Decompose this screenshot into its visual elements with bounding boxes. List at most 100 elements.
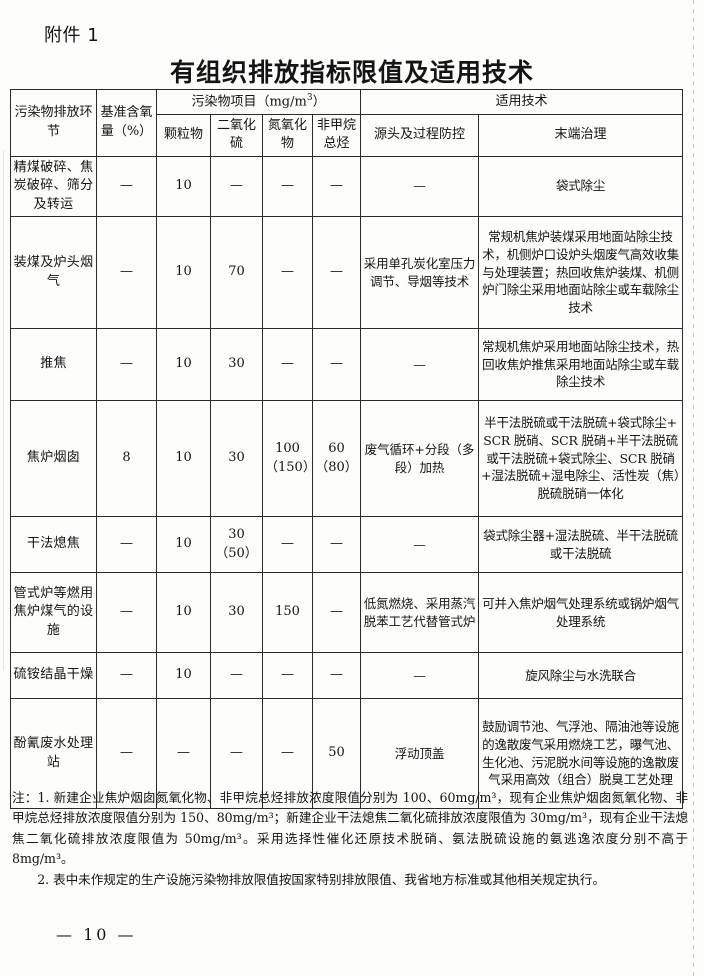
cell-nox-value: —	[281, 356, 294, 372]
table-row: 精煤破碎、焦炭破碎、筛分及转运 — 10 — — — — 袋式除尘	[10, 155, 684, 218]
cell-oxygen-value: —	[120, 178, 133, 194]
cell-stage-value: 干法熄焦	[26, 536, 81, 552]
cell-source-control-value: —	[413, 356, 426, 372]
cell-source-control: —	[360, 516, 480, 574]
cell-nmhc: 50	[311, 698, 362, 810]
header-row-top: 污染物排放环节 基准含氧量（%） 污染物项目（mg/m3） 适用技术	[10, 89, 684, 157]
cell-end-treatment: 旋风除尘与水洗联合	[478, 652, 684, 700]
cell-nmhc: —	[311, 572, 362, 654]
cell-nox-alt-value: （150）	[265, 459, 316, 475]
table-row: 硫铵结晶干燥 — 10 — — — — 旋风除尘与水洗联合	[10, 652, 684, 700]
cell-so2-value: 30	[228, 604, 245, 620]
notes-block: 注：1. 新建企业焦炉烟囱氮氧化物、非甲烷总烃排放浓度限值分别为 100、60m…	[12, 788, 688, 890]
cell-nox: 100 （150）	[262, 400, 316, 518]
note-item-1: 注：1. 新建企业焦炉烟囱氮氧化物、非甲烷总烃排放浓度限值分别为 100、60m…	[12, 790, 688, 867]
cell-nox-value: —	[281, 177, 294, 193]
cell-so2: 30 （50）	[210, 516, 263, 574]
cell-nmhc-value: —	[330, 177, 344, 193]
scan-edge-artifact-right	[693, 0, 694, 976]
cell-source-control-value: 废气循环+分段（多段）加热	[364, 441, 475, 475]
cell-so2: —	[210, 698, 263, 810]
cell-stage: 硫铵结晶干燥	[10, 652, 97, 700]
cell-pm: 10	[156, 516, 211, 574]
emission-limits-table: 污染物排放环节 基准含氧量（%） 污染物项目（mg/m3） 适用技术 颗粒物 二…	[10, 89, 684, 810]
header-pollutant-group: 污染物项目（mg/m3）	[155, 89, 362, 115]
cell-nox: —	[262, 652, 313, 700]
table-row: 管式炉等燃用焦炉煤气的设施 — 10 30 150 — 低氮燃烧、采用蒸汽脱苯工艺代替管式炉…	[10, 572, 684, 654]
cell-stage: 装煤及炉头烟气	[10, 216, 97, 330]
cell-pm: 10	[156, 216, 211, 330]
cell-stage: 精煤破碎、焦炭破碎、筛分及转运	[10, 155, 97, 218]
cell-nmhc-value: —	[330, 264, 344, 280]
cell-source-control: 采用单孔炭化室压力调节、导烟等技术	[360, 216, 480, 330]
cell-nmhc-value: —	[330, 604, 344, 620]
table-body: 精煤破碎、焦炭破碎、筛分及转运 — 10 — — — — 袋式除尘 装煤及炉头烟气 — 10 70 — —…	[10, 155, 684, 810]
emission-table-wrapper: 污染物排放环节 基准含氧量（%） 污染物项目（mg/m3） 适用技术 颗粒物 二…	[10, 89, 684, 810]
cell-oxygen: —	[96, 516, 157, 574]
cell-stage-value: 精煤破碎、焦炭破碎、筛分及转运	[13, 159, 94, 212]
table-row: 酚氰废水处理站 — — — — 50 浮动顶盖 鼓励调节池、气浮池、隔油池等设施的逸散废气采用…	[10, 698, 684, 810]
cell-nox: —	[262, 155, 313, 218]
cell-stage: 酚氰废水处理站	[10, 698, 97, 810]
cell-so2-value: 30	[228, 526, 245, 542]
cell-nmhc: —	[311, 328, 362, 402]
cell-nox: 150	[262, 572, 313, 654]
cell-nox-value: —	[281, 264, 294, 280]
cell-nmhc-value: —	[330, 536, 344, 552]
cell-end-treatment-value: 袋式除尘器+湿法脱硫、半干法脱硫或干法脱硫	[483, 527, 678, 561]
cell-source-control: —	[360, 155, 480, 218]
cell-so2: 30	[210, 572, 263, 654]
cell-pm-value: 10	[175, 604, 192, 620]
cell-source-control: 废气循环+分段（多段）加热	[360, 400, 480, 518]
cell-stage: 推焦	[10, 328, 97, 402]
cell-end-treatment-value: 旋风除尘与水洗联合	[525, 667, 636, 683]
cell-stage-value: 硫铵结晶干燥	[13, 667, 94, 683]
cell-pm: 10	[156, 400, 211, 518]
cell-stage: 干法熄焦	[10, 516, 97, 574]
cell-so2-value: 30	[228, 356, 245, 372]
table-row: 焦炉烟囱 8 10 30 100 （150） 60 （80） 废气循环+分段（多段）加热 半干法脱…	[10, 400, 684, 518]
cell-nox-value: 150	[275, 604, 300, 620]
cell-pm: 10	[156, 328, 211, 402]
cell-so2-alt-value: （50）	[215, 545, 258, 561]
cell-pm: 10	[156, 155, 211, 218]
cell-pm: 10	[156, 572, 211, 654]
header-pollutant-group-superscript: 3	[306, 93, 313, 103]
cell-nox: —	[262, 216, 313, 330]
cell-stage-value: 焦炉烟囱	[26, 450, 81, 466]
cell-oxygen: 8	[96, 400, 157, 518]
cell-nmhc-value: —	[330, 356, 344, 372]
table-header: 污染物排放环节 基准含氧量（%） 污染物项目（mg/m3） 适用技术 颗粒物 二…	[10, 89, 684, 157]
cell-oxygen: —	[96, 328, 157, 402]
cell-oxygen: —	[96, 216, 157, 330]
cell-so2-value: —	[230, 177, 243, 193]
scan-edge-artifact-left	[3, 150, 4, 670]
cell-so2-value: —	[230, 745, 243, 761]
cell-end-treatment: 可并入焦炉烟气处理系统或锅炉烟气处理系统	[478, 572, 684, 654]
cell-so2-value: 30	[228, 450, 245, 466]
cell-source-control-value: —	[413, 536, 426, 552]
cell-stage-value: 装煤及炉头烟气	[13, 255, 94, 289]
cell-nmhc: —	[311, 216, 362, 330]
cell-stage: 管式炉等燃用焦炉煤气的设施	[10, 572, 97, 654]
page-number: — 10 —	[56, 925, 137, 944]
cell-stage-value: 酚氰废水处理站	[13, 736, 94, 770]
cell-so2-value: —	[230, 667, 243, 683]
cell-nmhc: 60 （80）	[311, 400, 362, 518]
cell-oxygen-value: 8	[122, 450, 131, 466]
cell-oxygen-value: —	[120, 667, 133, 683]
cell-source-control: 低氮燃烧、采用蒸汽脱苯工艺代替管式炉	[360, 572, 480, 654]
cell-end-treatment: 常规机焦炉采用地面站除尘技术，热回收焦炉推焦采用地面站除尘或车载除尘技术	[478, 328, 684, 402]
cell-pm-value: 10	[175, 536, 192, 552]
cell-end-treatment: 常规机焦炉装煤采用地面站除尘技术，机侧炉口设炉头烟废气高效收集与处理装置；热回收…	[478, 216, 684, 330]
cell-end-treatment: 鼓励调节池、气浮池、隔油池等设施的逸散废气采用燃烧工艺，曝气池、生化池、污泥脱水…	[478, 698, 684, 810]
cell-oxygen: —	[96, 155, 157, 218]
cell-end-treatment-value: 半干法脱硫或干法脱硫+袋式除尘+SCR 脱硝、SCR 脱硝+半干法脱硫或干法脱硫…	[481, 415, 680, 502]
attachment-label: 附件 1	[44, 25, 100, 46]
cell-source-control: 浮动顶盖	[360, 698, 480, 810]
cell-oxygen-value: —	[120, 356, 133, 372]
cell-end-treatment-value: 常规机焦炉采用地面站除尘技术，热回收焦炉推焦采用地面站除尘或车载除尘技术	[482, 338, 679, 390]
cell-stage-value: 推焦	[40, 356, 67, 372]
cell-end-treatment: 袋式除尘	[478, 155, 684, 218]
